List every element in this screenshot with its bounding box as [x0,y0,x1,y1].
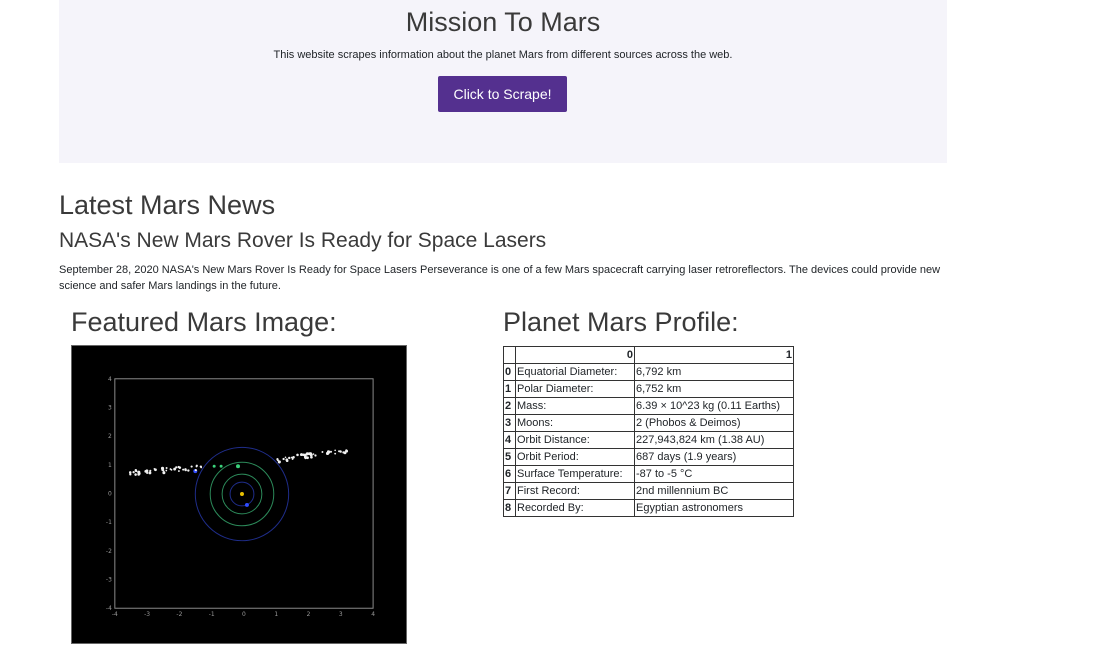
page-subtitle: This website scrapes information about t… [273,49,733,61]
fact-label: Orbit Distance: [515,431,635,449]
column-header [503,346,516,364]
fact-value: 687 days (1.9 years) [634,448,794,466]
table-row: 1 Polar Diameter: 6,752 km [503,380,794,398]
fact-label: Orbit Period: [515,448,635,466]
y-tick-label: -1 [106,519,112,526]
news-heading: Latest Mars News [59,190,276,220]
mars-facts-table: 0 1 0 Equatorial Diameter: 6,792 km 1 Polar … [503,346,794,517]
fact-label: Moons: [515,414,635,432]
table-row: 4 Orbit Distance: 227,943,824 km (1.38 AU) [503,431,794,449]
inner-orbit-2 [221,473,263,515]
fact-value: Egyptian astronomers [634,499,794,517]
plot-frame [114,378,374,609]
y-tick-label: -3 [106,577,112,584]
y-tick-label: -4 [106,605,112,612]
x-tick-label: -3 [144,611,150,618]
y-tick-label: 3 [108,404,112,411]
planet-point [236,464,240,469]
table-row: 8 Recorded By: Egyptian astronomers [503,499,794,517]
outer-orbit [194,446,290,542]
column-header: 0 [515,346,635,364]
fact-value: 6,792 km [634,363,794,381]
scrape-button[interactable]: Click to Scrape! [438,76,567,112]
asteroid-stream [128,449,349,476]
x-tick-label: 2 [307,611,311,618]
fact-label: Polar Diameter: [515,380,635,398]
y-tick-label: 2 [108,433,112,440]
fact-value: 2nd millennium BC [634,482,794,500]
row-index: 0 [503,363,516,381]
featured-image-heading: Featured Mars Image: [71,307,337,337]
middle-orbit [209,461,275,527]
fact-value: 227,943,824 km (1.38 AU) [634,431,794,449]
fact-label: Surface Temperature: [515,465,635,483]
row-index: 7 [503,482,516,500]
y-tick-label: 0 [108,490,112,497]
inner-orbit-1 [229,481,255,507]
row-index: 3 [503,414,516,432]
table-header-row: 0 1 [503,346,794,364]
row-index: 4 [503,431,516,449]
row-index: 8 [503,499,516,517]
fact-value: 6.39 × 10^23 kg (0.11 Earths) [634,397,794,415]
planet-point [219,464,223,468]
row-index: 5 [503,448,516,466]
table-row: 6 Surface Temperature: -87 to -5 °C [503,465,794,483]
fact-label: Equatorial Diameter: [515,363,635,381]
sun-point [239,492,244,496]
fact-label: Recorded By: [515,499,635,517]
fact-value: -87 to -5 °C [634,465,794,483]
x-tick-label: -1 [209,611,215,618]
x-tick-label: -4 [112,611,118,618]
table-row: 0 Equatorial Diameter: 6,792 km [503,363,794,381]
news-paragraph: September 28, 2020 NASA's New Mars Rover… [59,264,941,292]
jumbotron: Mission To Mars This website scrapes inf… [59,0,947,163]
table-row: 7 First Record: 2nd millennium BC [503,482,794,500]
y-tick-label: -2 [106,548,112,555]
row-index: 2 [503,397,516,415]
page-title: Mission To Mars [405,7,601,37]
fact-value: 6,752 km [634,380,794,398]
news-title: NASA's New Mars Rover Is Ready for Space… [59,229,547,252]
x-tick-label: 1 [274,611,278,618]
y-tick-label: 4 [108,376,112,383]
column-header: 1 [634,346,794,364]
x-tick-label: 3 [339,611,343,618]
y-tick-label: 1 [108,462,112,469]
x-tick-label: -2 [176,611,182,618]
x-tick-label: 0 [242,611,246,618]
fact-value: 2 (Phobos & Deimos) [634,414,794,432]
row-index: 1 [503,380,516,398]
row-index: 6 [503,465,516,483]
table-row: 5 Orbit Period: 687 days (1.9 years) [503,448,794,466]
planet-point [244,502,249,507]
fact-label: First Record: [515,482,635,500]
table-row: 2 Mass: 6.39 × 10^23 kg (0.11 Earths) [503,397,794,415]
fact-label: Mass: [515,397,635,415]
table-row: 3 Moons: 2 (Phobos & Deimos) [503,414,794,432]
orbit-plot-image: -4 -3 -2 -1 0 1 2 3 4 4 3 2 1 0 -1 -2 -3 -4 [106,376,375,618]
profile-heading: Planet Mars Profile: [503,307,739,337]
planet-point [212,464,216,468]
featured-mars-image: -4 -3 -2 -1 0 1 2 3 4 4 3 2 1 0 -1 -2 -3 -4 [71,345,407,644]
x-tick-label: 4 [371,611,375,618]
